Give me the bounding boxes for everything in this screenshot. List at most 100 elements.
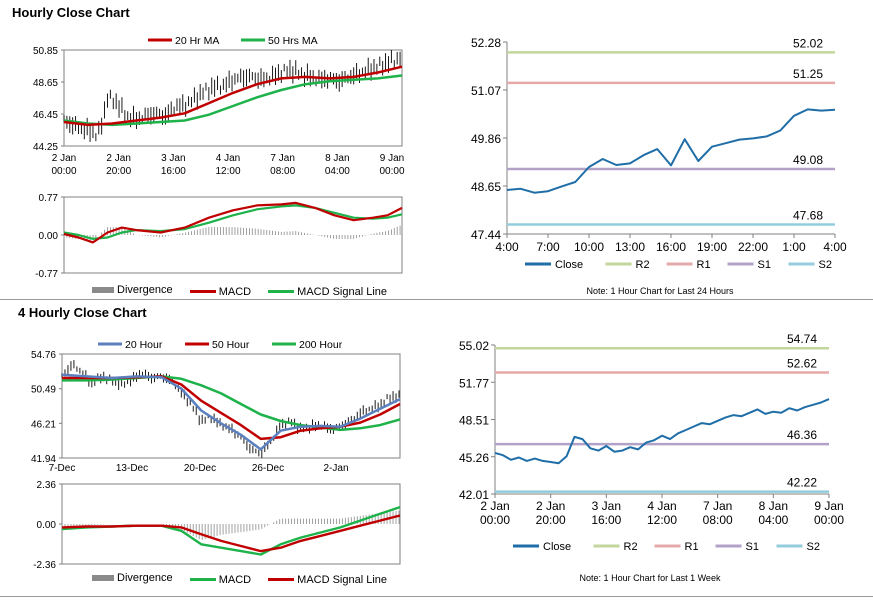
four-hourly-price-legend-label: 50 Hour — [212, 339, 250, 351]
pivot-level-label-s1: 46.36 — [787, 428, 817, 442]
pivot-legend-label: R1 — [685, 541, 699, 553]
pivot-xtick-time: 04:00 — [758, 513, 788, 527]
pivot-ytick-label: 47.44 — [471, 228, 501, 242]
four-hourly-price-frame — [61, 353, 401, 459]
hourly-macd-chart: 0.77 0.00 -0.77 — [35, 193, 403, 280]
four-hourly-macd-chart: 2.36 0.00 -2.36 — [33, 480, 401, 571]
macd-swatch-4h — [189, 578, 216, 581]
legend-divergence-label: Divergence — [117, 284, 173, 296]
hourly-xtick-date: 7 Jan — [270, 153, 294, 164]
pivot-legend-label: S1 — [746, 541, 759, 553]
pivot-ytick-label: 51.07 — [471, 84, 501, 98]
hourly-price-ytick-label: 44.25 — [33, 142, 58, 153]
hourly-xtick-time: 12:00 — [215, 166, 240, 177]
pivot-xtick-label: 19:00 — [697, 240, 727, 254]
macd-line — [63, 201, 403, 244]
macd-line-4h — [61, 505, 401, 556]
macd-swatch — [189, 290, 216, 293]
hourly-xtick-date: 2 Jan — [106, 153, 130, 164]
pivot-legend-label: Close — [543, 541, 571, 553]
hourly-macd-ytick-label: -0.77 — [35, 269, 58, 280]
pivot-legend-label: R1 — [697, 259, 711, 271]
pivot-ytick-label: 48.51 — [459, 414, 489, 428]
pivot-xtick-label: 13:00 — [615, 240, 645, 254]
four-hourly-price-legend-label: 20 Hour — [125, 339, 163, 351]
hourly-price-legend-label: 20 Hr MA — [175, 35, 219, 47]
pivot-xtick-label: 10:00 — [574, 240, 604, 254]
pivot-xtick-label: 1:00 — [782, 240, 806, 254]
legend-macd-label: MACD — [218, 285, 252, 298]
hourly-xtick-time: 00:00 — [379, 166, 404, 177]
pivot-ytick-label: 52.28 — [471, 36, 501, 50]
signal-swatch-4h — [268, 578, 295, 581]
pivot-xtick-label: 7:00 — [536, 240, 560, 254]
hourly-xtick-date: 9 Jan — [380, 153, 404, 164]
hourly-xtick-time: 04:00 — [325, 166, 350, 177]
close-line — [494, 398, 830, 465]
pivot-xtick-date: 2 Jan — [536, 499, 565, 513]
pivot-ytick-label: 42.01 — [459, 488, 489, 502]
note-top: Note: 1 Hour Chart for Last 24 Hours — [586, 286, 734, 296]
pivot-xtick-date: 3 Jan — [592, 499, 621, 513]
four-hourly-xtick-label: 2-Jan — [323, 463, 348, 474]
four-hourly-price-legend-label: 200 Hour — [299, 339, 343, 351]
pivot-legend-label: S1 — [758, 259, 771, 271]
note-bottom: Note: 1 Hour Chart for Last 1 Week — [579, 573, 721, 583]
four-hourly-price-ytick-label: 46.21 — [31, 419, 56, 430]
hourly-price-ytick-label: 46.45 — [33, 110, 58, 121]
hourly-xtick-time: 20:00 — [106, 166, 131, 177]
hourly-price-legend-label: 50 Hrs MA — [268, 35, 318, 47]
pivot-level-label-r1: 52.62 — [787, 356, 817, 370]
pivot-level-label-s2: 42.22 — [787, 476, 817, 490]
pivot-1w-chart: 55.02 51.77 48.51 45.26 42.01 54.74 52.62 46.36… — [459, 332, 844, 553]
pivot-level-label-r2: 52.02 — [793, 36, 823, 50]
hourly-xtick-date: 3 Jan — [161, 153, 185, 164]
four-hourly-price-ytick-label: 41.94 — [31, 454, 56, 465]
legend-signal-4h: MACD Signal Line — [268, 574, 387, 586]
hourly-price-ytick-label: 48.65 — [33, 78, 58, 89]
pivot-legend-label: R2 — [624, 541, 638, 553]
ma20-line — [63, 65, 403, 127]
pivot-xtick-date: 4 Jan — [647, 499, 676, 513]
macd-signal-line — [63, 204, 403, 241]
pivot-xtick-date: 7 Jan — [703, 499, 732, 513]
pivot-xtick-time: 00:00 — [480, 513, 510, 527]
hourly-macd-ytick-label: 0.77 — [39, 193, 59, 204]
pivot-xtick-date: 2 Jan — [480, 499, 509, 513]
pivot-legend-label: S2 — [807, 541, 820, 553]
hourly-price-frame — [63, 49, 403, 147]
four-hourly-xtick-label: 26-Dec — [252, 463, 284, 474]
hourly-xtick-date: 8 Jan — [325, 153, 349, 164]
legend-signal: MACD Signal Line — [268, 286, 387, 298]
pivot-xtick-label: 4:00 — [495, 240, 519, 254]
hourly-price-ytick-label: 50.85 — [33, 46, 58, 57]
legend-macd-4h: MACD — [189, 574, 251, 586]
hourly-macd-legend: Divergence MACD MACD Signal Line — [92, 284, 401, 298]
four-hourly-macd-legend: Divergence MACD MACD Signal Line — [92, 572, 401, 586]
pivot-xtick-label: 22:00 — [738, 240, 768, 254]
hourly-section-title: Hourly Close Chart — [12, 5, 130, 20]
macd-signal-line-4h — [61, 514, 401, 553]
four-hourly-section-title: 4 Hourly Close Chart — [18, 305, 147, 320]
section-divider — [0, 299, 873, 300]
legend-divergence: Divergence — [92, 284, 173, 296]
ma20h-line — [61, 373, 401, 451]
pivot-xtick-time: 16:00 — [591, 513, 621, 527]
legend-signal-label: MACD Signal Line — [297, 285, 388, 298]
bottom-divider — [0, 596, 873, 597]
pivot-level-label-r2: 54.74 — [787, 332, 817, 346]
pivot-xtick-time: 00:00 — [814, 513, 844, 527]
four-hourly-xtick-label: 13-Dec — [116, 463, 148, 474]
ma50-line — [63, 74, 403, 127]
close-line — [506, 108, 836, 194]
hourly-xtick-date: 2 Jan — [52, 153, 76, 164]
pivot-ytick-label: 45.26 — [459, 451, 489, 465]
pivot-level-label-s2: 47.68 — [793, 208, 823, 222]
four-hourly-price-chart: 54.76 50.49 46.21 41.94 20 Hour 50 Hour 200 Ho… — [31, 339, 401, 474]
legend-divergence-4h-label: Divergence — [117, 572, 173, 584]
pivot-legend-label: R2 — [636, 259, 650, 271]
four-hourly-macd-ytick-label: 0.00 — [37, 520, 57, 531]
pivot-xtick-label: 4:00 — [823, 240, 847, 254]
hourly-xtick-time: 08:00 — [270, 166, 295, 177]
four-hourly-price-ytick-label: 50.49 — [31, 385, 56, 396]
